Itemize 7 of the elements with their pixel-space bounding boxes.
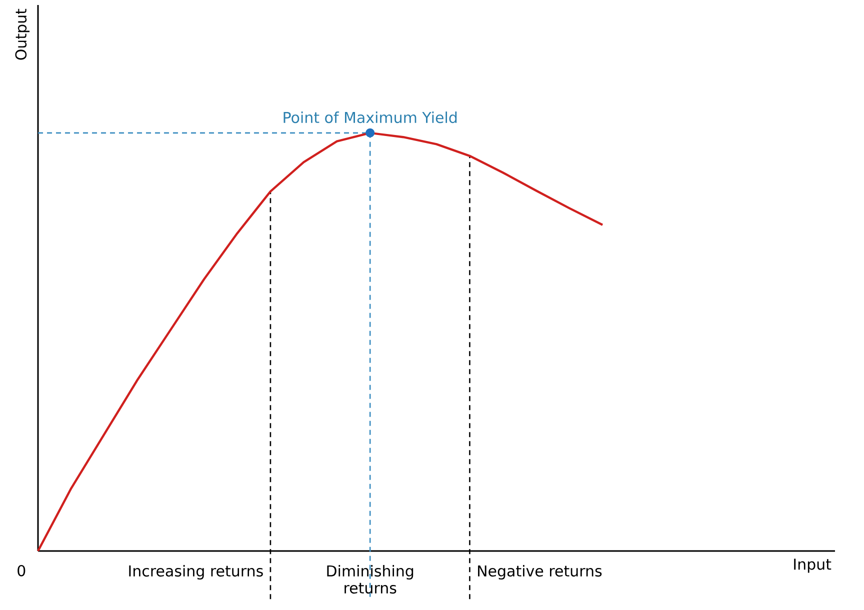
text: Diminishing returns <box>327 564 414 594</box>
text: Input <box>794 558 832 573</box>
y-axis-title: Output <box>15 8 30 60</box>
text: 0 <box>18 564 26 576</box>
text: Increasing returns <box>129 564 263 580</box>
text: Negative returns <box>478 564 602 580</box>
annotation: Point of Maximum Yield <box>284 112 457 124</box>
